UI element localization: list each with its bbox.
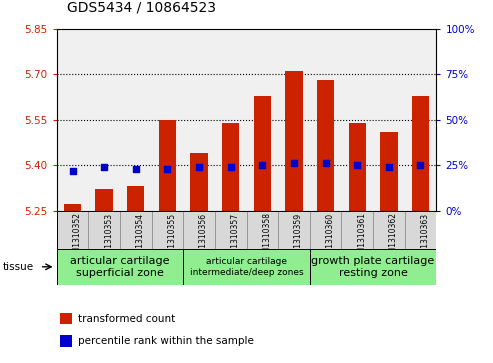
Point [132, 166, 140, 172]
Bar [88, 211, 120, 249]
Point [353, 162, 361, 168]
Text: GSM1310358: GSM1310358 [262, 212, 271, 264]
Bar [349, 123, 366, 211]
Text: GSM1310363: GSM1310363 [421, 212, 429, 264]
Text: GSM1310352: GSM1310352 [72, 212, 81, 264]
Text: GSM1310356: GSM1310356 [199, 212, 208, 264]
Bar [373, 211, 405, 249]
Bar [159, 120, 176, 211]
Bar [57, 211, 88, 249]
Bar [190, 153, 208, 211]
Bar [61, 335, 72, 347]
Point [321, 160, 329, 166]
Point [290, 160, 298, 166]
Text: GDS5434 / 10864523: GDS5434 / 10864523 [67, 0, 215, 15]
Text: GSM1310360: GSM1310360 [325, 212, 335, 264]
Text: GSM1310357: GSM1310357 [231, 212, 240, 264]
Text: GSM1310362: GSM1310362 [389, 212, 398, 264]
Text: percentile rank within the sample: percentile rank within the sample [77, 336, 253, 346]
Bar [127, 186, 144, 211]
Bar [317, 81, 334, 211]
Point [100, 164, 108, 170]
Point [227, 164, 235, 170]
Bar [61, 313, 72, 324]
Text: GSM1310353: GSM1310353 [104, 212, 113, 264]
Bar [285, 72, 303, 211]
Bar [57, 249, 183, 285]
Bar [412, 95, 429, 211]
Point [69, 168, 76, 174]
Text: tissue: tissue [2, 262, 34, 272]
Text: articular cartilage
superficial zone: articular cartilage superficial zone [70, 256, 170, 278]
Point [385, 164, 393, 170]
Bar [120, 211, 152, 249]
Point [417, 162, 424, 168]
Bar [96, 189, 113, 211]
Point [164, 166, 172, 172]
Text: GSM1310355: GSM1310355 [168, 212, 176, 264]
Text: growth plate cartilage
resting zone: growth plate cartilage resting zone [312, 256, 435, 278]
Bar [405, 211, 436, 249]
Bar [183, 211, 215, 249]
Text: transformed count: transformed count [77, 314, 175, 324]
Bar [253, 95, 271, 211]
Bar [246, 211, 278, 249]
Bar [215, 211, 246, 249]
Bar [380, 132, 397, 211]
Text: GSM1310361: GSM1310361 [357, 212, 366, 264]
Bar [222, 123, 240, 211]
Text: GSM1310354: GSM1310354 [136, 212, 145, 264]
Bar [183, 249, 310, 285]
Bar [341, 211, 373, 249]
Bar [64, 204, 81, 211]
Text: articular cartilage
intermediate/deep zones: articular cartilage intermediate/deep zo… [190, 257, 303, 277]
Point [258, 162, 266, 168]
Point [195, 164, 203, 170]
Bar [278, 211, 310, 249]
Bar [310, 211, 341, 249]
Text: GSM1310359: GSM1310359 [294, 212, 303, 264]
Bar [310, 249, 436, 285]
Bar [152, 211, 183, 249]
